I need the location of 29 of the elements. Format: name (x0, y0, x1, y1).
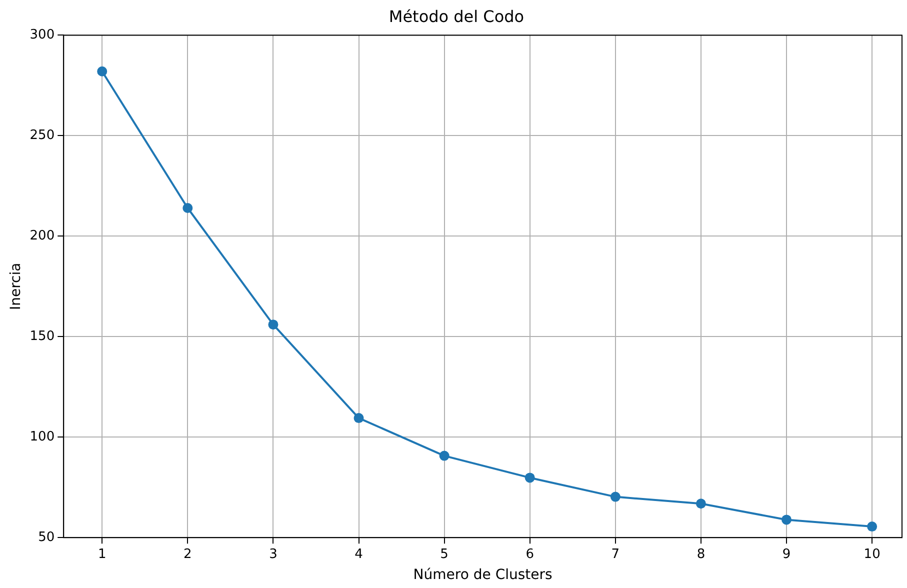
y-tick-label: 150 (30, 329, 55, 344)
x-tick-label: 6 (526, 546, 534, 562)
x-tick-label: 4 (354, 546, 363, 562)
point (696, 498, 706, 509)
point (524, 472, 535, 483)
point (610, 492, 620, 502)
y-tick-label: 250 (30, 128, 55, 144)
point (867, 522, 878, 532)
point (268, 320, 278, 330)
point (97, 66, 108, 76)
x-tick-label: 7 (611, 546, 620, 562)
y-tick-label: 50 (38, 530, 55, 545)
x-tick-label: 2 (184, 546, 192, 562)
point (439, 450, 450, 461)
y-tick-label: 100 (30, 429, 55, 444)
x-tick-label: 1 (98, 546, 106, 562)
x-tick-label: 10 (864, 546, 880, 562)
x-axis-title: Número de Clusters (413, 567, 552, 584)
chart-title: Método del Codo (388, 6, 524, 26)
x-tick-label: 3 (269, 546, 278, 562)
x-tick-label: 5 (440, 546, 448, 562)
x-tick-label: 8 (696, 546, 706, 562)
point (782, 514, 792, 525)
y-tick-label: 300 (30, 28, 55, 43)
point (354, 413, 364, 424)
y-tick-label: 200 (30, 228, 55, 244)
point (182, 203, 193, 214)
x-tick-label: 9 (782, 546, 791, 562)
y-axis-title: Inercia (8, 262, 24, 310)
